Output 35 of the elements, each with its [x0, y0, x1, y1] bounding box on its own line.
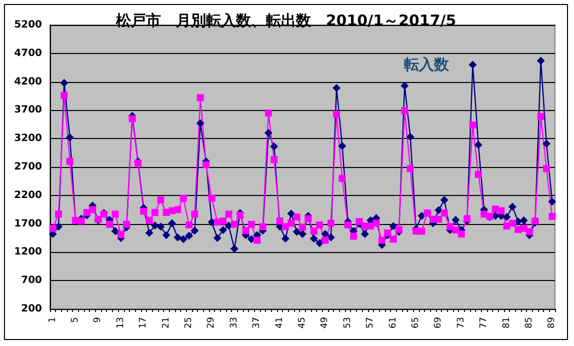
- x-tick-label: 77: [479, 317, 490, 328]
- y-tick-label: 3200: [14, 133, 42, 144]
- x-tick-label: 21: [161, 317, 172, 328]
- x-tick-label: 9: [93, 316, 104, 323]
- y-tick-label: 200: [21, 304, 42, 314]
- series-label: 転入数: [404, 56, 450, 74]
- x-tick-label: 85: [524, 317, 534, 328]
- x-tick-label: 29: [206, 316, 217, 328]
- x-tick-label: 69: [434, 316, 444, 328]
- x-tick-label: 65: [410, 317, 421, 328]
- x-tick-label: 13: [116, 317, 126, 328]
- x-tick-label: 89: [547, 316, 558, 328]
- y-tick-label: 3700: [14, 104, 42, 116]
- x-tick-label: 5: [70, 317, 81, 323]
- y-tick-label: 2700: [14, 162, 42, 172]
- y-tick-label: 2200: [14, 190, 42, 201]
- x-tick-label: 81: [502, 317, 512, 328]
- x-tick-label: 45: [298, 317, 308, 328]
- x-tick-label: 53: [342, 317, 353, 328]
- x-tick-label: 49: [320, 316, 330, 328]
- x-tick-label: 41: [274, 317, 285, 328]
- y-tick-label: 4700: [14, 48, 42, 59]
- y-tick-label: 4200: [14, 76, 42, 88]
- x-tick-label: 57: [366, 317, 376, 328]
- y-tick-label: 1200: [14, 246, 42, 258]
- x-tick-label: 61: [388, 317, 398, 328]
- x-tick-label: 1: [48, 317, 58, 323]
- y-tick-label: 700: [21, 275, 42, 286]
- y-tick-label: 5200: [14, 20, 42, 30]
- x-tick-label: 33: [229, 317, 240, 328]
- y-tick-label: 1700: [14, 218, 42, 230]
- x-tick-label: 73: [456, 317, 466, 328]
- x-tick-label: 25: [184, 317, 194, 328]
- x-tick-label: 17: [138, 317, 149, 328]
- x-tick-label: 37: [252, 317, 262, 328]
